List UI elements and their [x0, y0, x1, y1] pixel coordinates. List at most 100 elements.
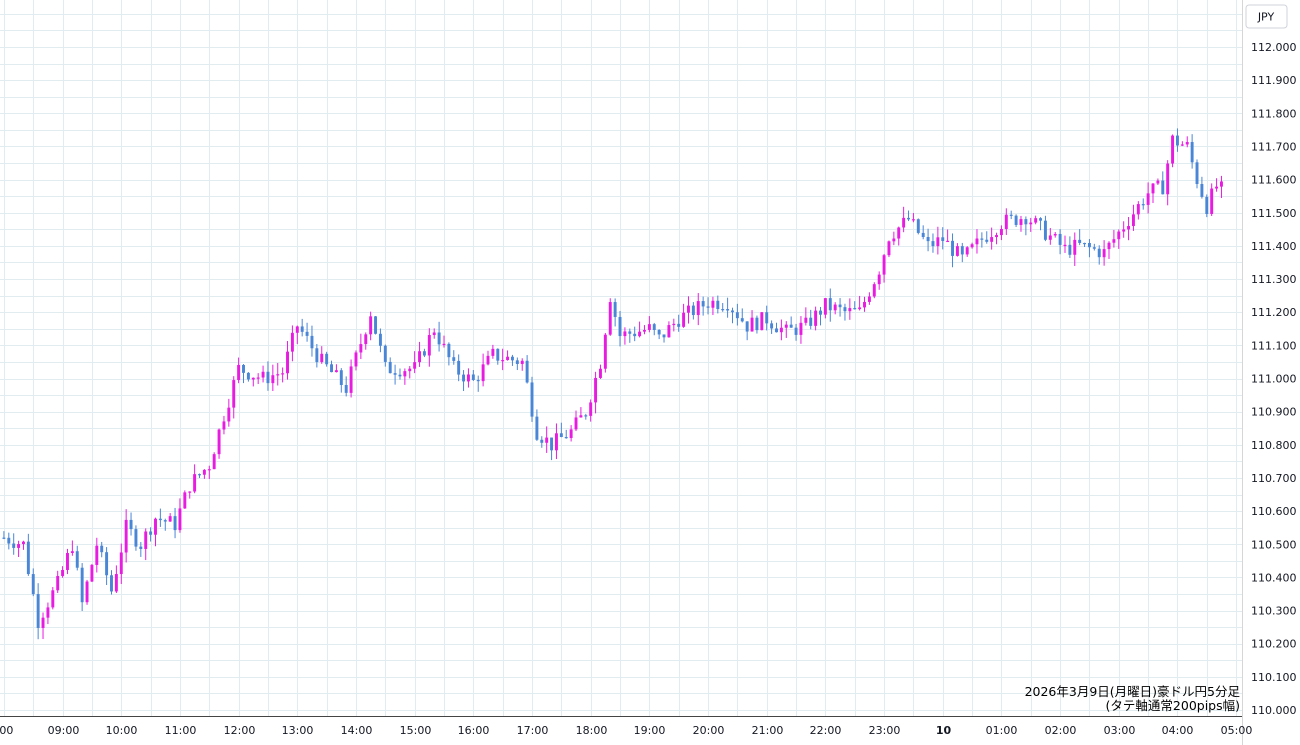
candle[interactable]: [207, 465, 211, 480]
candle[interactable]: [819, 306, 822, 326]
candle[interactable]: [779, 319, 783, 341]
candle[interactable]: [877, 271, 881, 290]
candle[interactable]: [281, 367, 285, 383]
candle[interactable]: [486, 350, 490, 366]
candle[interactable]: [545, 426, 549, 453]
candle[interactable]: [261, 365, 265, 383]
candle[interactable]: [667, 321, 671, 338]
candle[interactable]: [202, 469, 206, 479]
candle[interactable]: [295, 325, 299, 345]
candle[interactable]: [608, 298, 612, 336]
candle[interactable]: [1053, 232, 1057, 238]
candle[interactable]: [858, 295, 862, 311]
candle[interactable]: [985, 231, 989, 244]
candle[interactable]: [1151, 183, 1155, 204]
candle[interactable]: [242, 364, 245, 384]
candle[interactable]: [1058, 229, 1062, 255]
candle[interactable]: [809, 309, 813, 330]
candle[interactable]: [613, 298, 617, 327]
candle[interactable]: [457, 354, 461, 382]
candle[interactable]: [975, 229, 979, 254]
candle[interactable]: [804, 307, 808, 326]
candle[interactable]: [2, 531, 6, 540]
candle[interactable]: [330, 360, 333, 373]
candle[interactable]: [310, 325, 314, 357]
candle[interactable]: [623, 327, 627, 345]
candle[interactable]: [564, 429, 568, 439]
candle[interactable]: [1102, 240, 1106, 266]
candle[interactable]: [393, 364, 397, 385]
candle[interactable]: [887, 240, 891, 258]
candle[interactable]: [349, 359, 353, 398]
candle[interactable]: [647, 316, 651, 333]
candles[interactable]: [2, 128, 1223, 640]
candle[interactable]: [931, 233, 935, 253]
candle[interactable]: [510, 354, 514, 366]
candle[interactable]: [520, 358, 524, 371]
candle[interactable]: [129, 512, 133, 536]
candle[interactable]: [1004, 208, 1008, 235]
candle[interactable]: [535, 409, 539, 441]
candle[interactable]: [657, 329, 661, 340]
candle[interactable]: [217, 428, 221, 459]
candle[interactable]: [745, 321, 749, 341]
candle[interactable]: [1024, 216, 1028, 236]
candle[interactable]: [672, 318, 676, 332]
candle[interactable]: [26, 533, 30, 576]
candle[interactable]: [427, 328, 431, 367]
candle[interactable]: [1122, 221, 1126, 238]
candle[interactable]: [770, 320, 774, 334]
candle[interactable]: [271, 364, 275, 392]
candle[interactable]: [466, 368, 470, 388]
candle[interactable]: [383, 344, 387, 367]
candle[interactable]: [1063, 235, 1067, 253]
candle[interactable]: [212, 452, 216, 470]
candle[interactable]: [965, 246, 969, 257]
candle[interactable]: [603, 332, 607, 373]
candle[interactable]: [530, 376, 534, 422]
candle[interactable]: [833, 302, 837, 315]
candle[interactable]: [584, 413, 588, 420]
candle[interactable]: [1141, 198, 1145, 210]
candle[interactable]: [100, 541, 104, 558]
candle[interactable]: [31, 568, 35, 597]
candle[interactable]: [828, 288, 832, 322]
candle[interactable]: [114, 565, 118, 594]
candle[interactable]: [735, 303, 739, 326]
candle[interactable]: [907, 210, 910, 222]
candle[interactable]: [1171, 134, 1175, 168]
candle[interactable]: [652, 322, 656, 336]
candle[interactable]: [1092, 243, 1096, 251]
candle[interactable]: [1087, 239, 1091, 258]
candle[interactable]: [173, 507, 177, 539]
candle[interactable]: [872, 282, 876, 299]
candle[interactable]: [119, 543, 123, 584]
candle[interactable]: [1043, 215, 1047, 242]
candle[interactable]: [1039, 217, 1043, 231]
candle[interactable]: [237, 357, 241, 384]
candle[interactable]: [525, 355, 529, 384]
candle[interactable]: [980, 232, 984, 248]
candle[interactable]: [178, 498, 182, 533]
candle[interactable]: [1146, 182, 1150, 214]
candle[interactable]: [183, 490, 187, 509]
candle[interactable]: [110, 570, 113, 595]
candle[interactable]: [17, 540, 21, 557]
candle[interactable]: [814, 306, 818, 331]
candle[interactable]: [398, 368, 402, 380]
candle[interactable]: [320, 346, 324, 364]
candle[interactable]: [462, 370, 466, 392]
candle[interactable]: [1131, 204, 1135, 231]
candle[interactable]: [1215, 178, 1219, 192]
candle[interactable]: [7, 532, 11, 550]
candle[interactable]: [1117, 229, 1121, 249]
candle[interactable]: [540, 436, 544, 448]
candle[interactable]: [1185, 136, 1189, 148]
candle[interactable]: [359, 333, 363, 360]
candle[interactable]: [491, 344, 495, 359]
candle[interactable]: [388, 357, 392, 374]
candle[interactable]: [251, 377, 255, 387]
candle[interactable]: [726, 297, 730, 318]
candle[interactable]: [22, 540, 25, 550]
